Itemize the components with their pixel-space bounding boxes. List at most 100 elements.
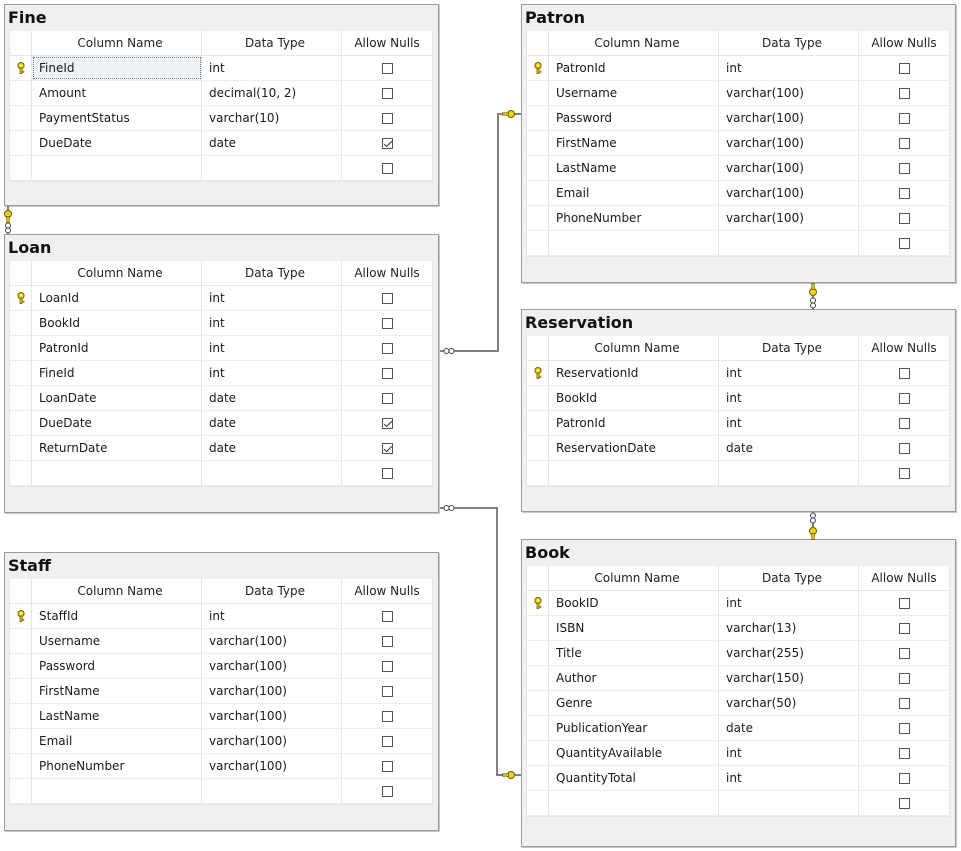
- data-type-cell[interactable]: int: [719, 386, 859, 410]
- data-type-cell[interactable]: varchar(100): [719, 81, 859, 105]
- allow-nulls-checkbox[interactable]: [382, 293, 393, 304]
- column-name-cell[interactable]: FirstName: [549, 131, 719, 155]
- row-selector[interactable]: [10, 156, 32, 180]
- allow-nulls-checkbox[interactable]: [899, 748, 910, 759]
- allow-nulls-checkbox[interactable]: [382, 138, 393, 149]
- row-selector[interactable]: [10, 461, 32, 485]
- data-type-header[interactable]: Data Type: [202, 579, 342, 603]
- table-row[interactable]: StaffId int: [10, 604, 432, 629]
- allow-nulls-header[interactable]: Allow Nulls: [859, 566, 949, 590]
- column-name-cell[interactable]: ReturnDate: [32, 436, 202, 460]
- column-name-cell[interactable]: Genre: [549, 691, 719, 715]
- column-name-cell[interactable]: BookID: [549, 591, 719, 615]
- table-row[interactable]: ReservationDate date: [527, 436, 949, 461]
- table-row[interactable]: Title varchar(255): [527, 641, 949, 666]
- column-name-cell[interactable]: FineId: [32, 56, 202, 80]
- allow-nulls-checkbox[interactable]: [899, 418, 910, 429]
- row-selector[interactable]: [527, 56, 549, 80]
- table-row[interactable]: ISBN varchar(13): [527, 616, 949, 641]
- column-name-cell[interactable]: [32, 779, 202, 803]
- column-name-cell[interactable]: LoanId: [32, 286, 202, 310]
- allow-nulls-checkbox[interactable]: [899, 63, 910, 74]
- column-name-cell[interactable]: LoanDate: [32, 386, 202, 410]
- data-type-cell[interactable]: date: [202, 436, 342, 460]
- table-row[interactable]: LastName varchar(100): [10, 704, 432, 729]
- column-name-cell[interactable]: Email: [32, 729, 202, 753]
- table-staff[interactable]: Staff Column Name Data Type Allow Nulls Staf…: [4, 552, 439, 831]
- row-selector[interactable]: [527, 411, 549, 435]
- column-name-cell[interactable]: Title: [549, 641, 719, 665]
- allow-nulls-checkbox[interactable]: [382, 393, 393, 404]
- allow-nulls-checkbox[interactable]: [382, 711, 393, 722]
- table-row[interactable]: Email varchar(100): [10, 729, 432, 754]
- row-selector[interactable]: [527, 461, 549, 485]
- table-row[interactable]: QuantityAvailable int: [527, 741, 949, 766]
- allow-nulls-header[interactable]: Allow Nulls: [342, 261, 432, 285]
- table-title[interactable]: Book: [522, 540, 955, 562]
- row-selector[interactable]: [527, 156, 549, 180]
- table-row[interactable]: BookId int: [527, 386, 949, 411]
- table-row[interactable]: PhoneNumber varchar(100): [10, 754, 432, 779]
- column-name-header[interactable]: Column Name: [32, 579, 202, 603]
- data-type-cell[interactable]: varchar(100): [719, 206, 859, 230]
- data-type-cell[interactable]: varchar(50): [719, 691, 859, 715]
- row-selector[interactable]: [10, 704, 32, 728]
- allow-nulls-checkbox[interactable]: [382, 113, 393, 124]
- allow-nulls-checkbox[interactable]: [382, 343, 393, 354]
- column-name-cell[interactable]: PhoneNumber: [32, 754, 202, 778]
- column-name-cell[interactable]: FineId: [32, 361, 202, 385]
- data-type-cell[interactable]: varchar(100): [202, 654, 342, 678]
- table-row[interactable]: FirstName varchar(100): [527, 131, 949, 156]
- column-name-cell[interactable]: Password: [549, 106, 719, 130]
- table-row[interactable]: Password varchar(100): [10, 654, 432, 679]
- data-type-cell[interactable]: int: [719, 741, 859, 765]
- table-row[interactable]: [10, 156, 432, 181]
- table-row[interactable]: PhoneNumber varchar(100): [527, 206, 949, 231]
- data-type-cell[interactable]: varchar(100): [202, 754, 342, 778]
- table-title[interactable]: Fine: [5, 5, 438, 27]
- allow-nulls-checkbox[interactable]: [382, 636, 393, 647]
- data-type-header[interactable]: Data Type: [719, 566, 859, 590]
- row-selector[interactable]: [527, 131, 549, 155]
- row-selector[interactable]: [527, 616, 549, 640]
- allow-nulls-header[interactable]: Allow Nulls: [859, 336, 949, 360]
- allow-nulls-checkbox[interactable]: [899, 213, 910, 224]
- allow-nulls-checkbox[interactable]: [899, 88, 910, 99]
- column-name-cell[interactable]: PatronId: [549, 411, 719, 435]
- column-name-cell[interactable]: [549, 791, 719, 815]
- row-selector[interactable]: [527, 436, 549, 460]
- column-name-cell[interactable]: [32, 156, 202, 180]
- table-row[interactable]: [527, 791, 949, 816]
- row-selector[interactable]: [10, 604, 32, 628]
- table-book[interactable]: Book Column Name Data Type Allow Nulls BookI…: [521, 539, 956, 847]
- data-type-cell[interactable]: varchar(10): [202, 106, 342, 130]
- table-title[interactable]: Patron: [522, 5, 955, 27]
- data-type-cell[interactable]: varchar(100): [202, 704, 342, 728]
- row-selector[interactable]: [10, 779, 32, 803]
- data-type-cell[interactable]: date: [202, 411, 342, 435]
- table-row[interactable]: Author varchar(150): [527, 666, 949, 691]
- table-row[interactable]: LoanId int: [10, 286, 432, 311]
- row-selector[interactable]: [527, 791, 549, 815]
- table-row[interactable]: LoanDate date: [10, 386, 432, 411]
- allow-nulls-checkbox[interactable]: [382, 761, 393, 772]
- allow-nulls-checkbox[interactable]: [899, 798, 910, 809]
- table-row[interactable]: [10, 779, 432, 804]
- table-row[interactable]: [10, 461, 432, 486]
- data-type-cell[interactable]: int: [202, 56, 342, 80]
- column-name-cell[interactable]: QuantityTotal: [549, 766, 719, 790]
- allow-nulls-checkbox[interactable]: [899, 188, 910, 199]
- data-type-cell[interactable]: [202, 156, 342, 180]
- column-name-cell[interactable]: Email: [549, 181, 719, 205]
- table-row[interactable]: DueDate date: [10, 411, 432, 436]
- data-type-cell[interactable]: int: [719, 411, 859, 435]
- data-type-cell[interactable]: int: [202, 311, 342, 335]
- table-row[interactable]: PatronId int: [10, 336, 432, 361]
- allow-nulls-checkbox[interactable]: [899, 598, 910, 609]
- column-name-cell[interactable]: [549, 231, 719, 255]
- table-row[interactable]: FirstName varchar(100): [10, 679, 432, 704]
- data-type-cell[interactable]: date: [719, 436, 859, 460]
- data-type-cell[interactable]: int: [202, 336, 342, 360]
- table-row[interactable]: [527, 461, 949, 486]
- row-selector[interactable]: [10, 106, 32, 130]
